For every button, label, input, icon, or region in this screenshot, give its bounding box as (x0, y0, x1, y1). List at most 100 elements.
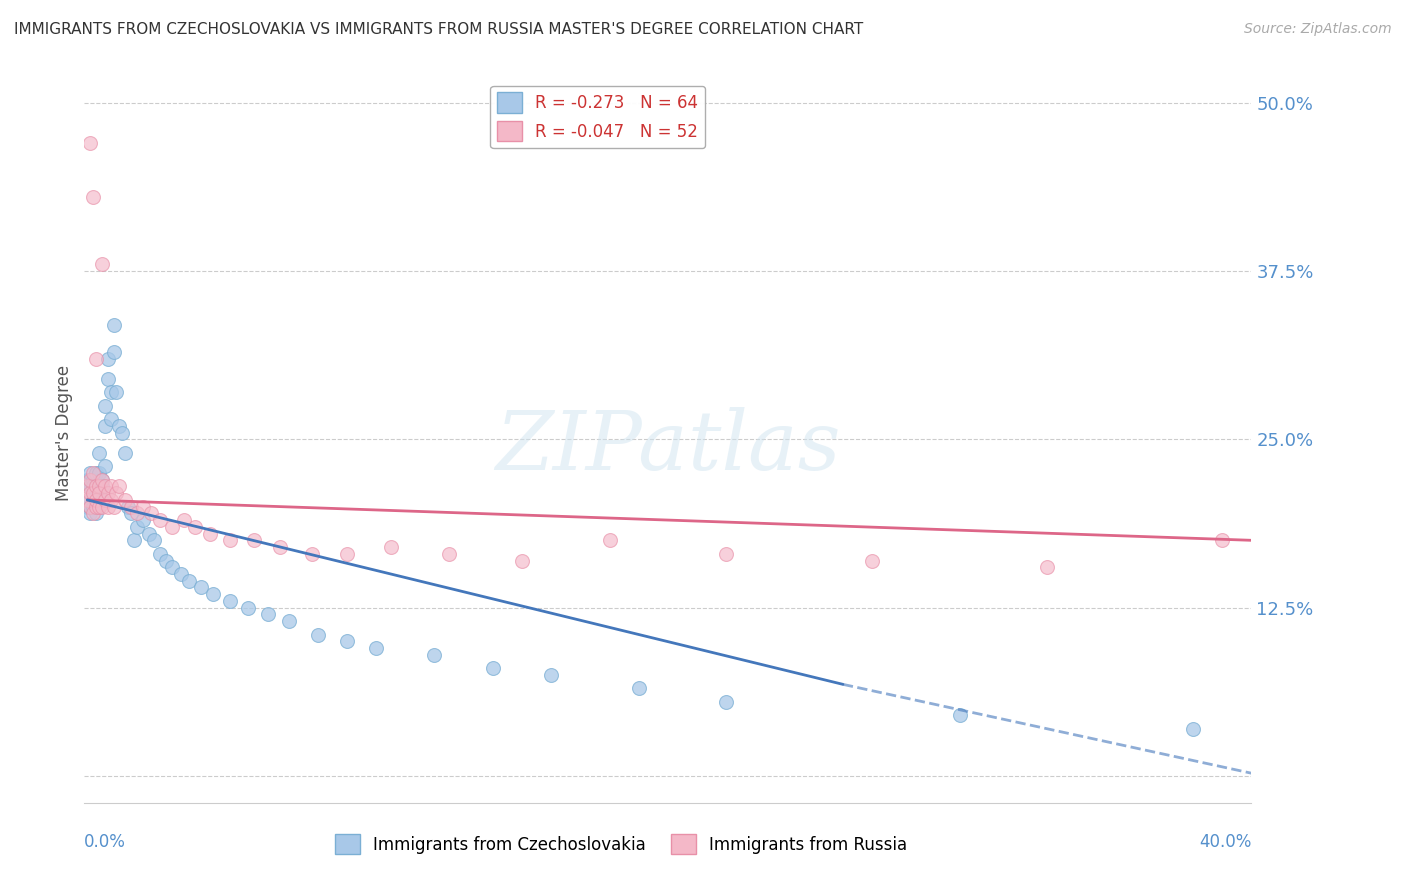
Point (90, 492, 112, 507)
Point (160, 560, 183, 574)
Point (949, 708, 972, 723)
Point (79, 479, 101, 493)
Point (97, 500, 120, 514)
Point (90, 479, 112, 493)
Point (84, 507, 107, 521)
Point (149, 513, 172, 527)
Point (97, 351, 120, 366)
Point (120, 507, 142, 521)
Point (132, 500, 155, 514)
Point (100, 492, 122, 507)
Point (242, 533, 264, 548)
Point (277, 614, 299, 628)
Point (76, 479, 98, 493)
Point (510, 553, 533, 567)
Point (173, 513, 195, 527)
Point (87, 446, 110, 460)
Point (87, 500, 110, 514)
Point (79, 500, 101, 514)
Point (219, 533, 242, 548)
Y-axis label: Master's Degree: Master's Degree (55, 365, 73, 500)
Point (1182, 722, 1205, 736)
Point (860, 553, 883, 567)
Point (190, 581, 212, 595)
Point (540, 668, 562, 682)
Point (117, 500, 139, 514)
Point (627, 681, 650, 696)
Point (87, 486, 110, 500)
Point (100, 412, 122, 426)
Point (599, 533, 621, 548)
Point (84, 466, 107, 480)
Point (114, 492, 136, 507)
Point (257, 607, 280, 622)
Point (141, 507, 163, 521)
Point (105, 385, 128, 400)
Point (82, 466, 104, 480)
Text: 0.0%: 0.0% (84, 833, 127, 851)
Point (82, 486, 104, 500)
Point (79, 500, 101, 514)
Point (1036, 560, 1059, 574)
Point (307, 627, 329, 641)
Point (94, 492, 117, 507)
Point (198, 526, 221, 541)
Point (120, 500, 142, 514)
Point (84, 479, 107, 493)
Point (76, 479, 98, 493)
Point (380, 540, 402, 554)
Point (94, 399, 117, 413)
Point (94, 418, 117, 433)
Point (138, 526, 160, 541)
Point (122, 533, 145, 548)
Point (82, 486, 104, 500)
Point (100, 385, 122, 400)
Point (336, 634, 359, 648)
Point (82, 500, 104, 514)
Point (87, 466, 110, 480)
Point (132, 513, 155, 527)
Point (366, 640, 388, 655)
Point (482, 661, 505, 675)
Point (301, 547, 323, 561)
Point (160, 520, 183, 534)
Point (82, 507, 104, 521)
Point (79, 507, 101, 521)
Legend: Immigrants from Czechoslovakia, Immigrants from Russia: Immigrants from Czechoslovakia, Immigran… (328, 828, 914, 861)
Point (79, 473, 101, 487)
Point (103, 500, 125, 514)
Point (179, 574, 201, 588)
Point (84, 492, 107, 507)
Point (111, 425, 134, 440)
Point (90, 257, 112, 271)
Point (114, 446, 136, 460)
Point (84, 492, 107, 507)
Text: ZIPatlas: ZIPatlas (495, 408, 841, 487)
Point (125, 520, 148, 534)
Point (79, 492, 101, 507)
Text: 40.0%: 40.0% (1199, 833, 1251, 851)
Point (716, 695, 738, 709)
Point (87, 479, 110, 493)
Point (82, 479, 104, 493)
Point (97, 372, 120, 386)
Point (437, 547, 460, 561)
Point (87, 486, 110, 500)
Point (201, 587, 224, 601)
Point (236, 600, 259, 615)
Point (269, 540, 291, 554)
Point (84, 351, 107, 366)
Point (103, 318, 125, 332)
Point (149, 547, 172, 561)
Point (76, 492, 98, 507)
Point (108, 479, 131, 493)
Point (184, 520, 207, 534)
Point (94, 479, 117, 493)
Point (76, 500, 98, 514)
Point (82, 190, 104, 204)
Point (79, 486, 101, 500)
Point (76, 473, 98, 487)
Point (103, 344, 125, 359)
Point (90, 473, 112, 487)
Text: Source: ZipAtlas.com: Source: ZipAtlas.com (1244, 22, 1392, 37)
